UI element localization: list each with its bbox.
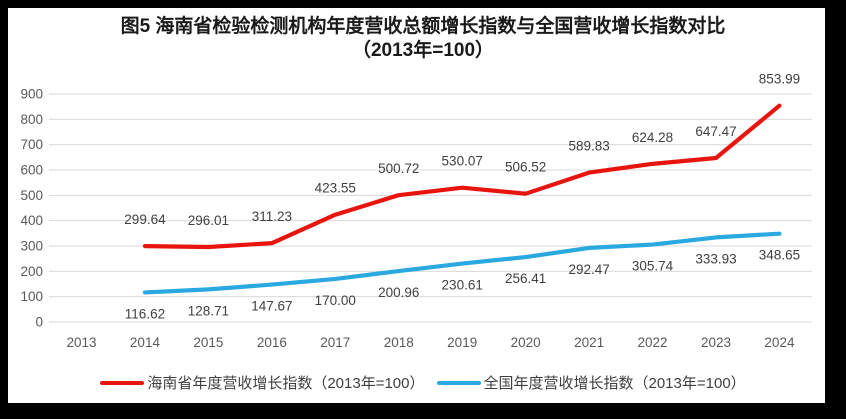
- x-axis-tick-label: 2024: [764, 335, 795, 350]
- data-label-national: 170.00: [315, 293, 356, 308]
- x-axis-tick-label: 2019: [447, 335, 477, 350]
- x-axis-tick-label: 2017: [320, 335, 350, 350]
- x-axis-tick-label: 2023: [701, 335, 731, 350]
- y-axis-tick-label: 100: [20, 289, 43, 304]
- data-label-hainan: 589.83: [568, 139, 609, 154]
- data-label-hainan: 506.52: [505, 160, 546, 175]
- y-axis-tick-label: 800: [20, 112, 43, 127]
- y-axis-tick-label: 500: [20, 188, 43, 203]
- legend-item-national: 全国年度营收增长指数（2013年=100）: [436, 372, 746, 393]
- y-axis-tick-label: 600: [20, 163, 43, 178]
- x-axis-tick-label: 2015: [193, 335, 223, 350]
- data-label-national: 230.61: [442, 278, 483, 293]
- x-axis-tick-label: 2021: [574, 335, 604, 350]
- data-label-national: 292.47: [568, 262, 609, 277]
- data-label-hainan: 423.55: [315, 181, 356, 196]
- y-axis-tick-label: 400: [20, 213, 43, 228]
- data-label-hainan: 296.01: [188, 213, 229, 228]
- frame-border-right: [825, 0, 846, 419]
- data-label-national: 147.67: [251, 299, 292, 314]
- series-line-national: [142, 231, 782, 295]
- data-label-hainan: 299.64: [124, 212, 166, 227]
- frame-border-top: [0, 0, 846, 8]
- legend-label-national: 全国年度营收增长指数（2013年=100）: [483, 375, 746, 392]
- series-line-hainan: [142, 103, 782, 250]
- legend-line-swatch-national: [436, 380, 481, 385]
- y-axis-tick-label: 900: [20, 87, 43, 102]
- x-axis-tick-label: 2018: [384, 335, 414, 350]
- legend-item-hainan: 海南省年度营收增长指数（2013年=100）: [100, 372, 425, 393]
- data-label-hainan: 311.23: [252, 209, 292, 224]
- x-axis-tick-label: 2016: [257, 335, 287, 350]
- frame-border-bottom: [0, 403, 846, 419]
- data-label-hainan: 500.72: [378, 161, 419, 176]
- x-axis-tick-label: 2014: [130, 335, 161, 350]
- frame-border-left: [0, 0, 8, 419]
- data-label-hainan: 853.99: [759, 72, 800, 87]
- chart-title-line2: （2013年=100）: [351, 40, 495, 61]
- y-axis-tick-label: 200: [20, 264, 43, 279]
- data-label-national: 305.74: [632, 259, 674, 274]
- data-label-hainan: 647.47: [695, 124, 736, 139]
- y-axis-tick-label: 0: [35, 315, 43, 330]
- x-axis-tick-label: 2022: [638, 335, 668, 350]
- data-label-national: 348.65: [759, 248, 800, 263]
- data-label-national: 256.41: [505, 271, 546, 286]
- data-label-hainan: 530.07: [442, 154, 483, 169]
- data-label-hainan: 624.28: [632, 130, 673, 145]
- legend-label-hainan: 海南省年度营收增长指数（2013年=100）: [147, 375, 425, 392]
- legend-line-swatch-hainan: [100, 380, 145, 385]
- y-axis-tick-label: 700: [20, 137, 43, 152]
- x-axis-tick-label: 2020: [511, 335, 541, 350]
- data-label-national: 128.71: [188, 303, 229, 318]
- x-axis-tick-label: 2013: [66, 335, 96, 350]
- chart-title: 图5 海南省检验检测机构年度营收总额增长指数与全国营收增长指数对比 （2013年…: [0, 15, 846, 63]
- y-axis-tick-label: 300: [20, 239, 43, 254]
- data-label-national: 200.96: [378, 285, 419, 300]
- data-label-national: 333.93: [695, 251, 736, 266]
- data-label-national: 116.62: [125, 306, 165, 321]
- chart-legend: 海南省年度营收增长指数（2013年=100） 全国年度营收增长指数（2013年=…: [0, 372, 846, 393]
- chart-title-line1: 图5 海南省检验检测机构年度营收总额增长指数与全国营收增长指数对比: [120, 16, 726, 37]
